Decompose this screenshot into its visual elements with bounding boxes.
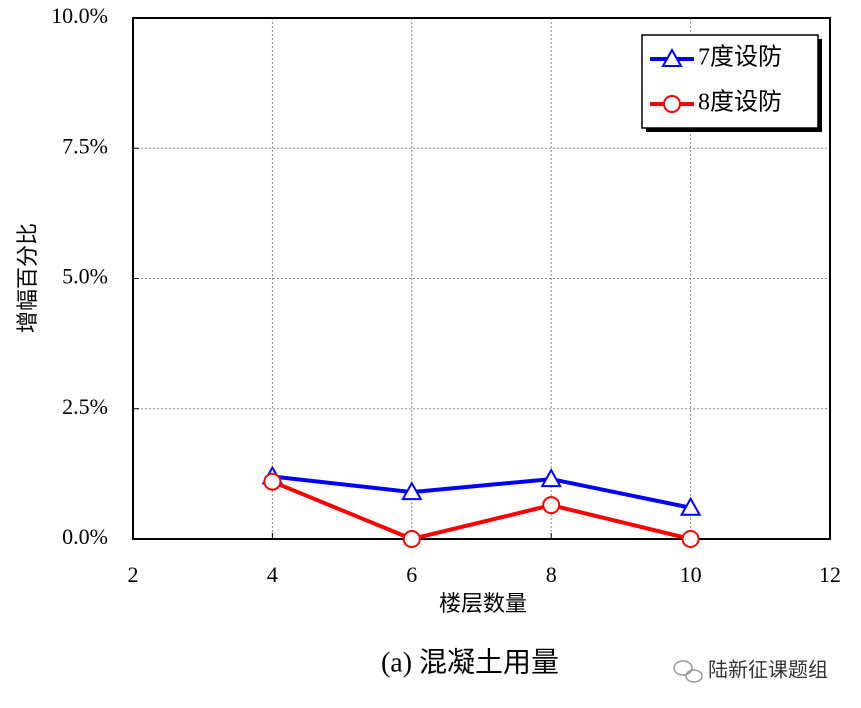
legend-label: 7度设防 (698, 44, 782, 71)
series-line (272, 474, 692, 510)
legend-marker (661, 47, 683, 67)
marker (263, 472, 282, 491)
watermark: 陆新征课题组 (708, 659, 828, 682)
watermark-icon (673, 660, 703, 683)
series-line (271, 479, 692, 542)
x-tick-label: 6 (406, 562, 417, 587)
marker (540, 468, 562, 488)
caption: (a) 混凝土用量 (381, 646, 559, 678)
x-tick-label: 4 (267, 562, 278, 587)
y-tick-label: 2.5% (62, 394, 108, 419)
y-tick-label: 5.0% (62, 264, 108, 289)
x-tick-label: 12 (819, 562, 841, 587)
marker (681, 530, 700, 548)
marker (679, 496, 702, 516)
x-tick-label: 2 (128, 562, 139, 587)
legend-marker (663, 95, 681, 113)
y-axis-label: 增幅百分比 (15, 223, 40, 333)
marker (542, 496, 561, 515)
y-tick-label: 7.5% (62, 133, 108, 158)
marker (401, 481, 423, 501)
legend-label: 8度设防 (698, 89, 782, 116)
y-tick-label: 10.0% (51, 3, 108, 28)
x-axis-label: 楼层数量 (439, 591, 527, 616)
y-tick-label: 0.0% (62, 524, 108, 549)
marker (402, 530, 421, 548)
plot-frame (132, 17, 831, 540)
x-tick-label: 10 (680, 562, 702, 587)
x-tick-label: 8 (546, 562, 557, 587)
